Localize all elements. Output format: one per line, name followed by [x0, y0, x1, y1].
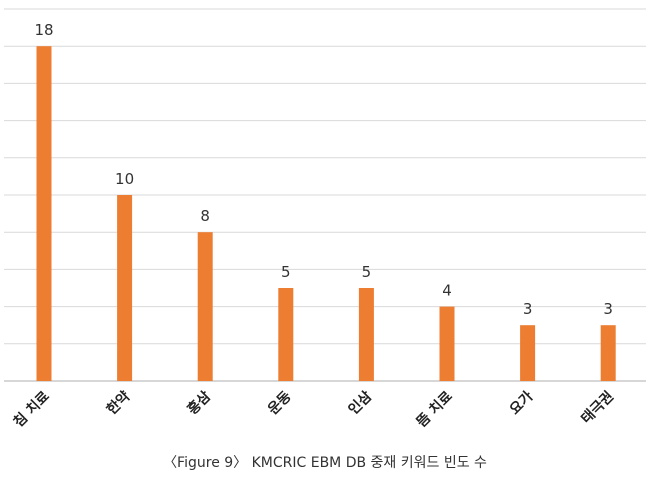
gridlines [4, 8, 646, 345]
data-label: 5 [362, 263, 372, 281]
bar [117, 195, 133, 381]
x-tick-label: 침 치료 [11, 388, 53, 430]
data-label: 18 [34, 21, 53, 39]
x-tick-label: 태극권 [578, 389, 617, 428]
x-tick-label: 뜸 치료 [414, 388, 456, 430]
data-label: 8 [200, 207, 210, 225]
bar [439, 306, 455, 381]
bar [600, 325, 616, 381]
bar [358, 288, 374, 381]
bar [520, 325, 536, 381]
figure-caption: 〈Figure 9〉 KMCRIC EBM DB 중재 키워드 빈도 수 [163, 455, 487, 471]
data-label: 3 [523, 300, 533, 318]
x-tick-label: 인삼 [345, 388, 375, 418]
bar [36, 46, 52, 381]
x-tick-label: 운동 [265, 388, 295, 418]
x-tick-label: 한약 [103, 388, 133, 418]
data-label: 3 [603, 300, 613, 318]
data-label: 10 [115, 170, 134, 188]
bar [197, 232, 213, 381]
bars [36, 46, 616, 381]
x-tick-labels: 침 치료 한약 홍삼 운동 인삼 뜸 치료 요가 태극권 [11, 388, 617, 431]
data-label: 4 [442, 282, 452, 300]
bar [278, 288, 294, 381]
data-label: 5 [281, 263, 291, 281]
x-tick-label: 홍삼 [184, 388, 214, 418]
data-labels: 18 10 8 5 5 4 3 3 [34, 21, 613, 318]
x-tick-label: 요가 [507, 388, 537, 418]
